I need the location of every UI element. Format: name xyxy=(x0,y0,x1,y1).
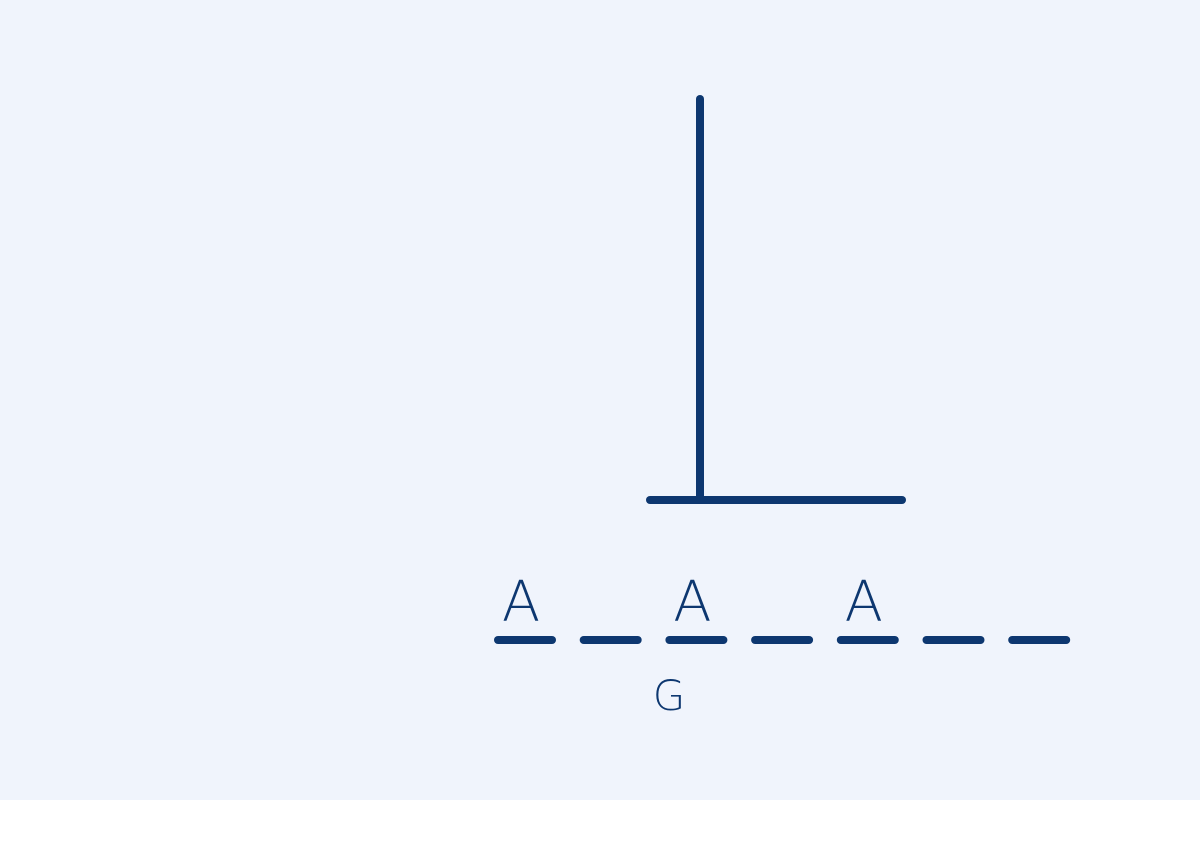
word-slot: A xyxy=(665,570,728,644)
hangman-board: A A A G xyxy=(0,0,1200,800)
slot-letter: A xyxy=(845,570,883,635)
wrong-guesses: G xyxy=(653,671,686,720)
hangman-gallows-icon xyxy=(646,95,906,504)
slot-letter: A xyxy=(673,570,711,635)
slot-letter: A xyxy=(502,570,540,635)
wrong-guess-letter: G xyxy=(653,671,686,720)
word-slot: A xyxy=(494,570,556,644)
board-background xyxy=(0,0,1200,800)
word-slot: A xyxy=(836,570,899,644)
